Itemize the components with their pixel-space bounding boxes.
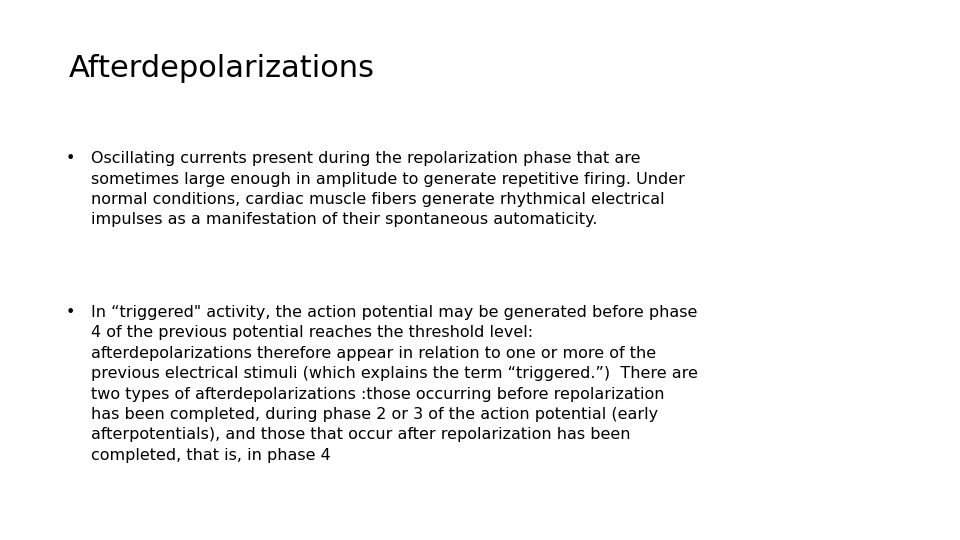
Text: In “triggered" activity, the action potential may be generated before phase
4 of: In “triggered" activity, the action pote… (91, 305, 698, 463)
Text: Oscillating currents present during the repolarization phase that are
sometimes : Oscillating currents present during the … (91, 151, 685, 227)
Text: •: • (65, 305, 75, 320)
Text: Afterdepolarizations: Afterdepolarizations (69, 54, 375, 83)
Text: •: • (65, 151, 75, 166)
